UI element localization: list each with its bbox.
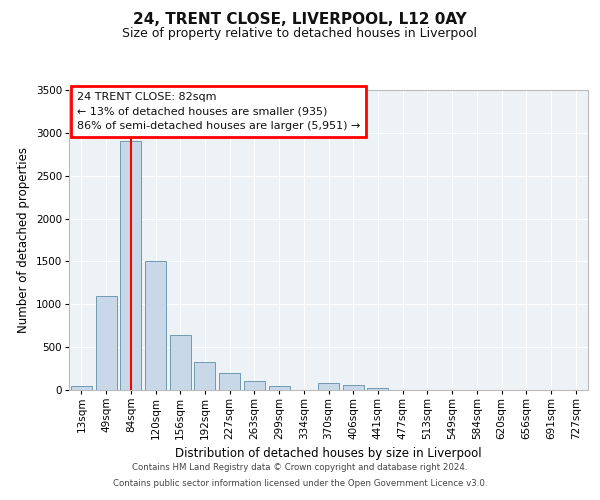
Bar [170, 335, 191, 390]
Bar [194, 362, 215, 390]
Bar [269, 386, 290, 390]
Text: 24, TRENT CLOSE, LIVERPOOL, L12 0AY: 24, TRENT CLOSE, LIVERPOOL, L12 0AY [133, 12, 467, 28]
Bar [95, 296, 116, 390]
Bar [244, 382, 265, 390]
Bar [120, 142, 141, 390]
Bar [367, 388, 388, 390]
Bar [145, 262, 166, 390]
Bar [343, 385, 364, 390]
Bar [219, 373, 240, 390]
X-axis label: Distribution of detached houses by size in Liverpool: Distribution of detached houses by size … [175, 448, 482, 460]
Text: 24 TRENT CLOSE: 82sqm
← 13% of detached houses are smaller (935)
86% of semi-det: 24 TRENT CLOSE: 82sqm ← 13% of detached … [77, 92, 360, 131]
Bar [318, 383, 339, 390]
Y-axis label: Number of detached properties: Number of detached properties [17, 147, 30, 333]
Bar [71, 386, 92, 390]
Text: Contains public sector information licensed under the Open Government Licence v3: Contains public sector information licen… [113, 478, 487, 488]
Text: Contains HM Land Registry data © Crown copyright and database right 2024.: Contains HM Land Registry data © Crown c… [132, 464, 468, 472]
Text: Size of property relative to detached houses in Liverpool: Size of property relative to detached ho… [122, 28, 478, 40]
